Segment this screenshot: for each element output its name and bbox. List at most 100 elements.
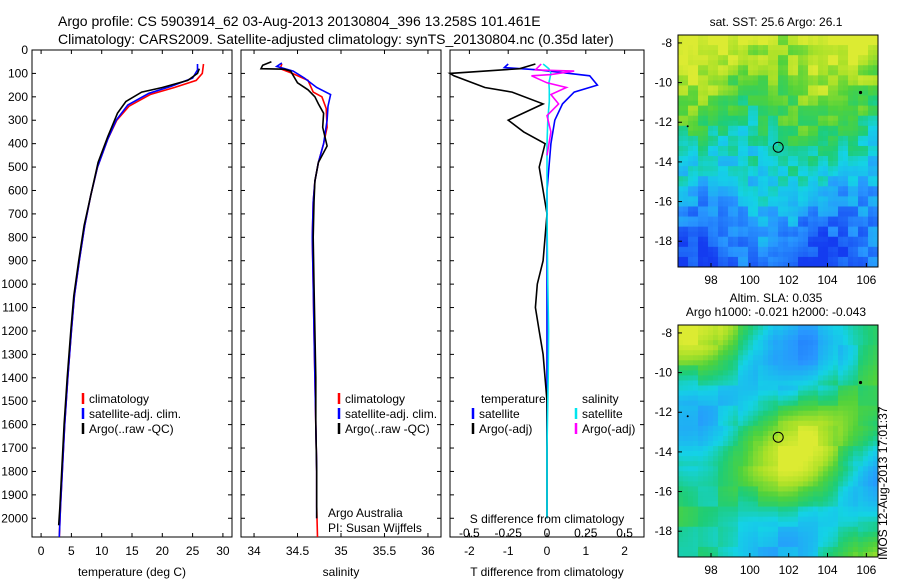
sla-map-cell xyxy=(858,345,864,351)
sst-map-cell xyxy=(778,196,784,202)
sst-map-cell xyxy=(768,171,774,177)
sst-map-cell xyxy=(698,241,704,248)
sla-map-cell xyxy=(773,375,779,381)
salinity-series-argo-raw-qc- xyxy=(259,60,328,519)
sla-map-cell xyxy=(783,340,789,346)
sst-map-cell xyxy=(763,226,769,233)
sst-map-cell xyxy=(753,35,759,41)
sst-map-cell xyxy=(858,221,864,228)
sst-map-cell xyxy=(683,236,689,243)
sst-map-cell xyxy=(843,156,849,162)
sst-map-cell xyxy=(778,171,784,177)
sla-map-cell xyxy=(838,491,844,497)
sst-map-cell xyxy=(693,35,699,41)
sla-map-cell xyxy=(708,435,714,442)
sst-map-cell xyxy=(873,241,878,248)
sla-map-cell xyxy=(763,435,769,442)
sst-map-cell xyxy=(823,221,829,228)
sst-map-cell xyxy=(758,186,764,192)
sst-map-cell xyxy=(853,191,859,197)
sla-map-cell xyxy=(733,370,739,376)
sla-map-cell xyxy=(728,461,734,467)
sst-map-cell xyxy=(798,130,804,137)
sst-map-cell xyxy=(868,216,874,223)
sla-map-cell xyxy=(703,501,709,507)
sst-map-ytick-label: -8 xyxy=(661,36,672,50)
sst-map-cell xyxy=(793,55,799,61)
sla-map-cell xyxy=(873,395,878,402)
sst-map-cell xyxy=(793,176,799,182)
sst-map-cell xyxy=(723,125,729,132)
sst-map-cell xyxy=(788,140,794,147)
sla-map-cell xyxy=(703,435,709,442)
sla-map-cell xyxy=(793,521,799,528)
sla-map-cell xyxy=(743,425,749,432)
sst-map-cell xyxy=(698,85,704,91)
sst-map-cell xyxy=(798,70,804,76)
sst-map-cell xyxy=(803,241,809,248)
sst-map-cell xyxy=(853,35,859,41)
sst-map-cell xyxy=(678,221,684,228)
sst-map-cell xyxy=(733,211,739,217)
sst-map-cell xyxy=(758,55,764,61)
sla-map-cell xyxy=(693,410,699,417)
sst-map-cell xyxy=(818,125,824,132)
sst-map-cell xyxy=(773,125,779,132)
sst-map-cell xyxy=(858,151,864,157)
sst-map-cell xyxy=(768,85,774,91)
sst-map-cell xyxy=(718,50,724,56)
sst-map-cell xyxy=(833,125,839,132)
sla-map-cell xyxy=(728,360,734,366)
sst-map-cell xyxy=(703,75,709,81)
sst-map-cell xyxy=(683,186,689,192)
sla-map-cell xyxy=(773,551,779,557)
sla-map-cell xyxy=(733,400,739,407)
sla-map-cell xyxy=(703,325,709,331)
sst-map-cell xyxy=(858,196,864,202)
sla-map-cell xyxy=(758,375,764,381)
sst-map-cell xyxy=(768,110,774,117)
sst-map-cell xyxy=(743,226,749,233)
sla-map-cell xyxy=(838,360,844,366)
sst-map-cell xyxy=(733,75,739,81)
sla-map-cell xyxy=(873,521,878,528)
sla-map-cell xyxy=(698,466,704,472)
sst-map-cell xyxy=(823,115,829,122)
sst-map-cell xyxy=(768,55,774,61)
sst-map-cell xyxy=(683,181,689,187)
sla-map-cell xyxy=(778,456,784,462)
sst-map-cell xyxy=(833,65,839,71)
sst-map-cell xyxy=(733,221,739,228)
sla-map-cell xyxy=(683,526,689,533)
sla-map-cell xyxy=(778,380,784,386)
sst-map-cell xyxy=(833,135,839,142)
sst-map-cell xyxy=(798,156,804,162)
sst-map-cell xyxy=(743,45,749,51)
sla-map-cell xyxy=(823,546,829,553)
sla-map-cell xyxy=(703,466,709,472)
sst-map-cell xyxy=(838,75,844,81)
sla-map-cell xyxy=(848,531,854,538)
sla-map-cell xyxy=(793,471,799,477)
sst-map-cell xyxy=(683,50,689,56)
sla-map-cell xyxy=(838,430,844,437)
depth-tick-label: 1000 xyxy=(1,277,28,291)
sst-map-cell xyxy=(713,186,719,192)
sla-map-cell xyxy=(748,506,754,513)
sst-map-cell xyxy=(858,65,864,71)
sst-map-cell xyxy=(873,50,878,56)
sst-map-cell xyxy=(758,40,764,46)
sla-map-cell xyxy=(718,390,724,397)
sst-map-cell xyxy=(703,166,709,172)
sst-map-cell xyxy=(818,80,824,86)
sst-map-cell xyxy=(703,105,709,112)
sst-map-point-marker xyxy=(686,125,689,128)
sla-map-cell xyxy=(693,551,699,557)
sla-map-cell xyxy=(828,360,834,366)
sla-map-cell xyxy=(753,390,759,397)
sst-map-cell xyxy=(713,55,719,61)
sst-map-cell xyxy=(693,50,699,56)
sst-map-cell xyxy=(823,100,829,107)
sst-map-cell xyxy=(853,211,859,217)
sst-map-cell xyxy=(733,256,739,263)
